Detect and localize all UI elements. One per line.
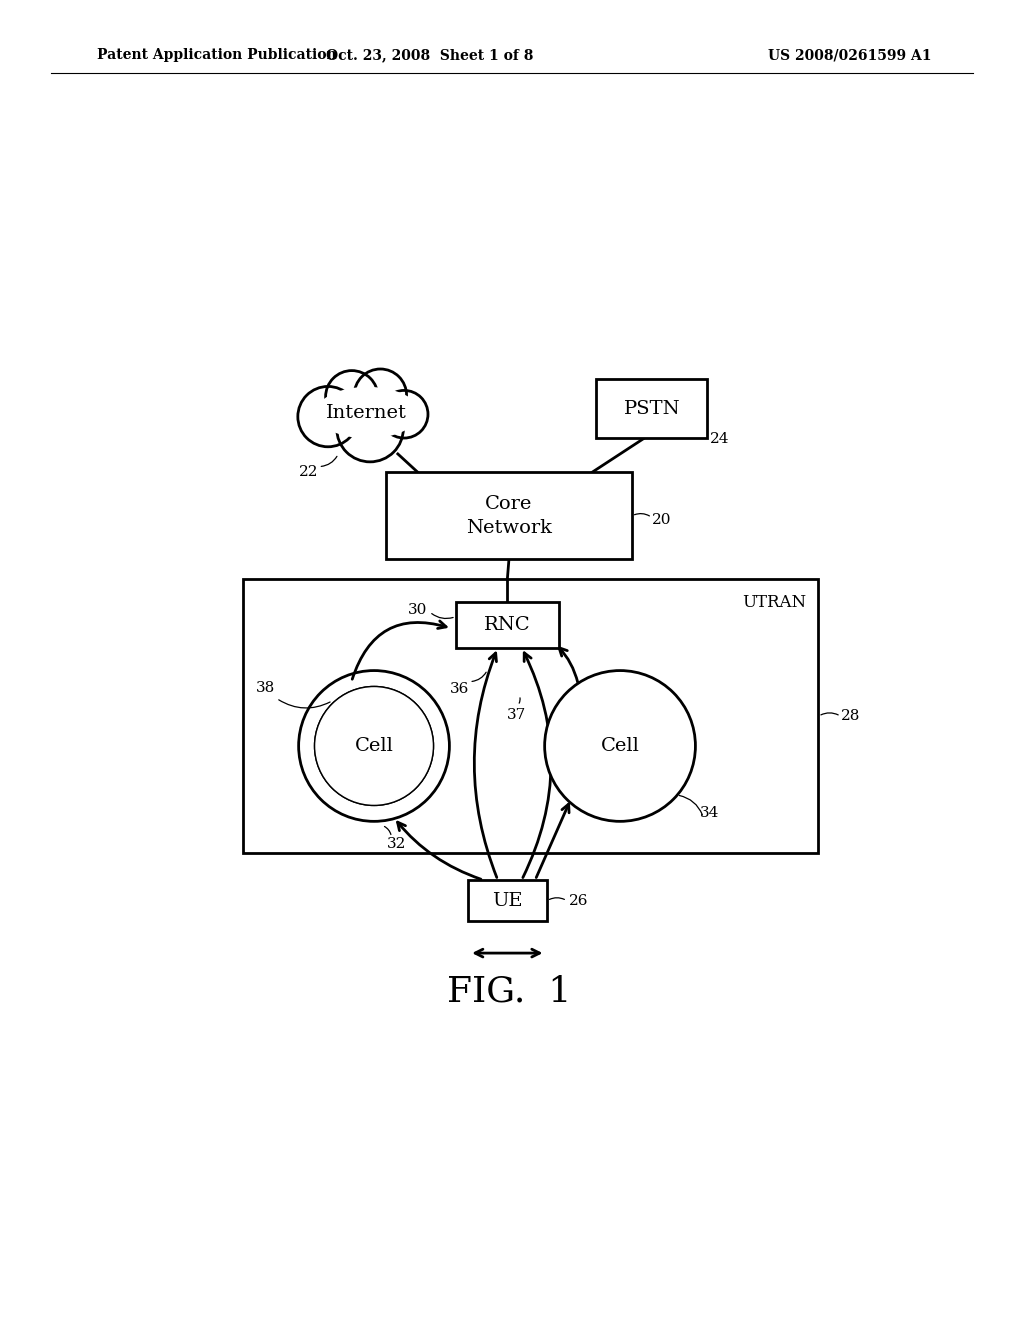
Text: Oct. 23, 2008  Sheet 1 of 8: Oct. 23, 2008 Sheet 1 of 8 <box>327 49 534 62</box>
Circle shape <box>316 688 432 804</box>
Circle shape <box>326 371 378 422</box>
Text: 37: 37 <box>507 708 526 722</box>
Text: Internet: Internet <box>326 404 407 421</box>
Circle shape <box>315 688 433 805</box>
Text: PSTN: PSTN <box>624 400 680 417</box>
Circle shape <box>298 387 358 446</box>
Text: Patent Application Publication: Patent Application Publication <box>97 49 337 62</box>
Circle shape <box>545 671 695 821</box>
Ellipse shape <box>316 387 419 438</box>
Text: 30: 30 <box>408 603 427 618</box>
Text: Cell: Cell <box>601 737 639 755</box>
FancyBboxPatch shape <box>596 379 708 438</box>
FancyBboxPatch shape <box>468 880 547 921</box>
Text: 38: 38 <box>256 681 274 696</box>
Text: 24: 24 <box>710 432 729 446</box>
Text: 36: 36 <box>450 682 469 696</box>
Text: UE: UE <box>493 892 522 909</box>
Text: 34: 34 <box>700 807 720 821</box>
Text: RNC: RNC <box>484 615 530 634</box>
FancyBboxPatch shape <box>456 602 559 648</box>
Text: UTRAN: UTRAN <box>742 594 807 611</box>
Text: 22: 22 <box>299 465 318 479</box>
Circle shape <box>337 395 403 462</box>
Circle shape <box>354 370 407 421</box>
Text: US 2008/0261599 A1: US 2008/0261599 A1 <box>768 49 932 62</box>
Text: FIG.  1: FIG. 1 <box>446 975 571 1008</box>
FancyBboxPatch shape <box>386 473 632 560</box>
Text: 26: 26 <box>569 894 589 908</box>
Text: Cell: Cell <box>354 737 393 755</box>
Circle shape <box>380 391 428 438</box>
Text: 32: 32 <box>386 837 406 850</box>
FancyBboxPatch shape <box>243 579 818 853</box>
Text: 28: 28 <box>841 709 860 723</box>
Text: 20: 20 <box>652 512 672 527</box>
Text: Core
Network: Core Network <box>466 495 552 537</box>
